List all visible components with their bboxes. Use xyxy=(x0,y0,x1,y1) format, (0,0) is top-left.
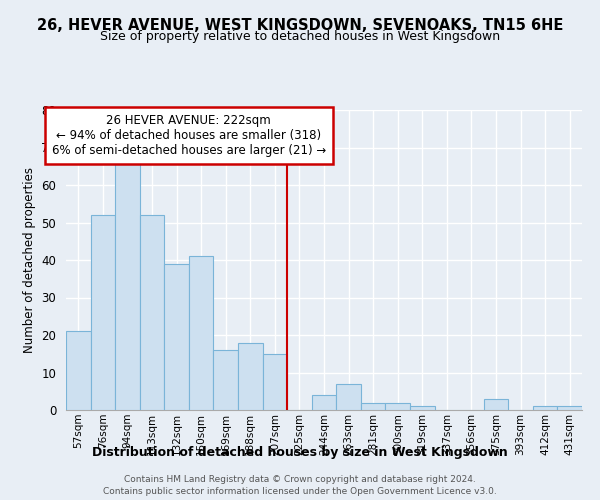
Bar xyxy=(189,256,214,410)
Text: Contains HM Land Registry data © Crown copyright and database right 2024.: Contains HM Land Registry data © Crown c… xyxy=(124,476,476,484)
Bar xyxy=(238,342,263,410)
Text: Size of property relative to detached houses in West Kingsdown: Size of property relative to detached ho… xyxy=(100,30,500,43)
Bar xyxy=(263,354,287,410)
Bar xyxy=(336,384,361,410)
Text: 26, HEVER AVENUE, WEST KINGSDOWN, SEVENOAKS, TN15 6HE: 26, HEVER AVENUE, WEST KINGSDOWN, SEVENO… xyxy=(37,18,563,32)
Bar xyxy=(361,402,385,410)
Bar xyxy=(557,406,582,410)
Bar xyxy=(533,406,557,410)
Bar xyxy=(214,350,238,410)
Bar xyxy=(312,395,336,410)
Bar xyxy=(164,264,189,410)
Bar xyxy=(484,399,508,410)
Bar xyxy=(140,215,164,410)
Bar xyxy=(115,159,140,410)
Bar xyxy=(91,215,115,410)
Bar xyxy=(410,406,434,410)
Text: Contains public sector information licensed under the Open Government Licence v3: Contains public sector information licen… xyxy=(103,486,497,496)
Bar xyxy=(385,402,410,410)
Y-axis label: Number of detached properties: Number of detached properties xyxy=(23,167,36,353)
Text: 26 HEVER AVENUE: 222sqm
← 94% of detached houses are smaller (318)
6% of semi-de: 26 HEVER AVENUE: 222sqm ← 94% of detache… xyxy=(52,114,326,157)
Text: Distribution of detached houses by size in West Kingsdown: Distribution of detached houses by size … xyxy=(92,446,508,459)
Bar xyxy=(66,331,91,410)
